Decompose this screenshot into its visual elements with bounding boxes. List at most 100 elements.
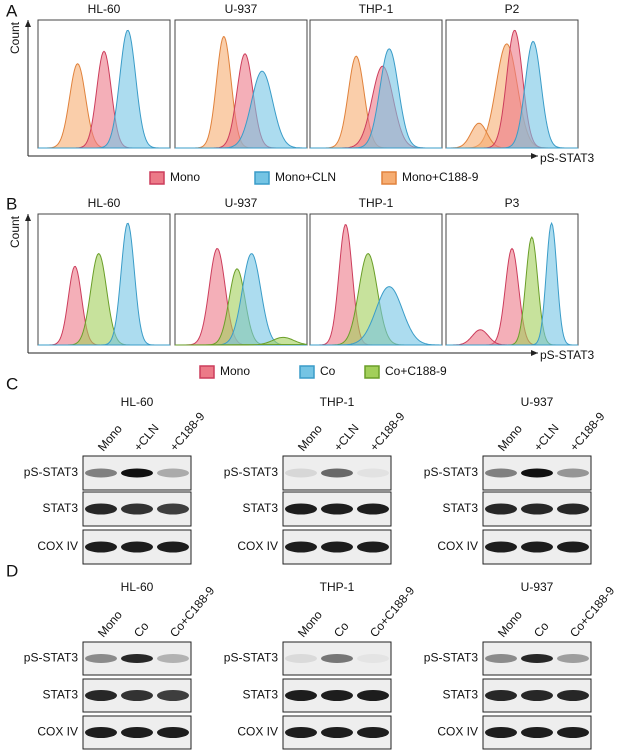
band	[85, 468, 117, 478]
lane-label: Co+C188-9	[367, 583, 418, 640]
row-label: STAT3	[242, 688, 278, 702]
band	[321, 690, 353, 701]
band	[85, 690, 117, 701]
row-label: pS-STAT3	[424, 651, 479, 665]
row-label: pS-STAT3	[224, 465, 279, 479]
lane-label: +CLN	[131, 421, 162, 454]
band	[121, 727, 153, 738]
band	[485, 503, 517, 515]
histogram	[446, 40, 578, 149]
lane-label: Co+C188-9	[167, 583, 218, 640]
histogram	[38, 222, 170, 346]
band	[557, 654, 589, 663]
lane-label: Co+C188-9	[567, 583, 618, 640]
band	[357, 468, 389, 478]
row-label: COX IV	[37, 539, 78, 553]
band	[485, 654, 517, 663]
row-label: STAT3	[442, 688, 478, 702]
legend-label: Mono+CLN	[275, 170, 336, 184]
lane-label: Mono	[295, 608, 325, 640]
legend-swatch	[254, 171, 270, 185]
band	[485, 541, 517, 553]
band	[121, 690, 153, 701]
band	[285, 654, 317, 663]
legend-label: Mono+C188-9	[402, 170, 479, 184]
band	[157, 654, 189, 663]
lane-label: Mono	[495, 608, 525, 640]
blot-frame	[282, 641, 392, 676]
band	[121, 468, 153, 478]
y-axis-label: Count	[8, 215, 22, 248]
band	[357, 541, 389, 553]
lane-label: +C188-9	[567, 409, 608, 454]
band	[557, 690, 589, 701]
band	[321, 468, 353, 478]
band	[357, 727, 389, 738]
band	[321, 541, 353, 553]
legend-label: Co	[320, 364, 336, 378]
row-label: COX IV	[237, 539, 278, 553]
blot-title: THP-1	[320, 580, 355, 594]
band	[357, 654, 389, 663]
legend-swatch	[364, 365, 380, 379]
panel-letter: D	[6, 561, 18, 580]
lane-label: +CLN	[531, 421, 562, 454]
plot-title: U-937	[225, 196, 258, 210]
row-label: STAT3	[242, 501, 278, 515]
band	[285, 727, 317, 738]
blot-title: THP-1	[320, 395, 355, 409]
legend-swatch	[299, 365, 315, 379]
band	[157, 468, 189, 478]
lane-label: Co	[331, 619, 352, 640]
band	[357, 503, 389, 515]
band	[321, 727, 353, 738]
legend-label: Co+C188-9	[385, 364, 447, 378]
band	[285, 468, 317, 478]
lane-label: +CLN	[331, 421, 362, 454]
histogram	[310, 48, 442, 149]
lane-label: +C188-9	[367, 409, 408, 454]
x-axis-label: pS-STAT3	[540, 151, 595, 165]
panel-letter: A	[6, 1, 18, 20]
blot-title: HL-60	[121, 580, 154, 594]
plot-title: HL-60	[88, 2, 121, 16]
plot-title: P3	[505, 196, 520, 210]
band	[521, 727, 553, 738]
panel-letter: B	[6, 194, 17, 213]
lane-label: Mono	[95, 608, 125, 640]
row-label: COX IV	[437, 725, 478, 739]
row-label: COX IV	[437, 539, 478, 553]
band	[485, 727, 517, 738]
row-label: COX IV	[237, 725, 278, 739]
band	[285, 690, 317, 701]
band	[85, 727, 117, 738]
band	[521, 690, 553, 701]
plot-title: THP-1	[359, 2, 394, 16]
row-label: STAT3	[442, 501, 478, 515]
band	[485, 690, 517, 701]
lane-label: Mono	[495, 422, 525, 454]
legend-label: Mono	[170, 170, 200, 184]
legend-swatch	[149, 171, 165, 185]
band	[557, 503, 589, 515]
band	[521, 654, 553, 663]
band	[85, 654, 117, 663]
lane-label: Co	[131, 619, 152, 640]
row-label: pS-STAT3	[24, 465, 79, 479]
lane-label: +C188-9	[167, 409, 208, 454]
histogram	[38, 29, 170, 149]
histogram	[310, 286, 442, 346]
row-label: pS-STAT3	[224, 651, 279, 665]
legend-label: Mono	[220, 364, 250, 378]
plot-title: U-937	[225, 2, 258, 16]
row-label: COX IV	[37, 725, 78, 739]
band	[557, 541, 589, 553]
band	[321, 503, 353, 515]
row-label: pS-STAT3	[424, 465, 479, 479]
lane-label: Mono	[295, 422, 325, 454]
band	[157, 503, 189, 515]
band	[121, 541, 153, 553]
band	[285, 541, 317, 553]
band	[521, 503, 553, 515]
